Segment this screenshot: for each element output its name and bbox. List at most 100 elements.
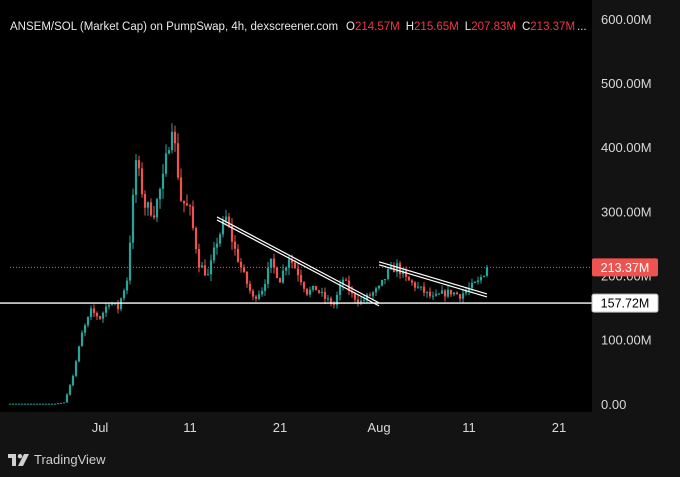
candle-body — [422, 286, 426, 293]
candle-body — [212, 247, 216, 261]
candle-body — [338, 284, 342, 296]
candle-body — [464, 290, 468, 294]
candle-body — [203, 265, 207, 276]
candle-body — [86, 316, 90, 326]
candle-body — [455, 292, 459, 295]
candle-body — [122, 290, 126, 299]
candle-body — [128, 242, 132, 281]
x-tick-label: 21 — [552, 420, 566, 435]
x-axis[interactable]: Jul 11 21 Aug 11 21 — [92, 420, 567, 435]
candle-body — [11, 403, 15, 405]
candle-body — [383, 278, 387, 280]
tradingview-label: TradingView — [34, 452, 106, 467]
candle-body — [188, 205, 192, 207]
trendline[interactable] — [378, 264, 488, 298]
ohlc-ellipsis: ... — [577, 21, 587, 33]
candle-body — [155, 199, 159, 218]
candle-body — [197, 249, 201, 268]
candle-body — [362, 299, 366, 301]
candle-body — [35, 403, 39, 405]
candle-body — [218, 234, 222, 244]
candle-body — [32, 403, 36, 405]
trendline[interactable] — [216, 219, 380, 307]
y-tick-label: 300.00M — [601, 204, 652, 219]
candle-body — [302, 282, 306, 289]
candle-body — [293, 262, 297, 269]
candle-body — [380, 279, 384, 286]
tradingview-branding[interactable]: TradingView — [8, 452, 106, 467]
candle-body — [269, 258, 273, 268]
candle-body — [179, 177, 183, 201]
candle-body — [461, 293, 465, 299]
candle-body — [470, 282, 474, 288]
candle-body — [176, 143, 180, 178]
candle-body — [476, 280, 480, 282]
candle-body — [98, 316, 102, 319]
candle-body — [8, 403, 12, 405]
candle-body — [371, 292, 375, 296]
y-tick-label: 100.00M — [601, 333, 652, 348]
chart-header: ANSEM/SOL (Market Cap) on PumpSwap, 4h, … — [10, 21, 587, 33]
candle-body — [191, 206, 195, 229]
candle-body — [413, 282, 417, 288]
candle-body — [467, 287, 471, 291]
candle-body — [68, 385, 72, 395]
candle-body — [332, 303, 336, 305]
candle-body — [446, 289, 450, 297]
candle-body — [152, 215, 156, 218]
candle-body — [224, 216, 228, 221]
candle-body — [173, 131, 177, 144]
candle-body — [443, 290, 447, 297]
candle-body — [341, 279, 345, 285]
candle-body — [356, 299, 360, 303]
candle-body — [431, 295, 435, 297]
candle-body — [74, 361, 78, 376]
candle-body — [257, 294, 261, 299]
candle-body — [227, 216, 231, 227]
candle-body — [215, 243, 219, 248]
candle-body — [47, 403, 51, 405]
support-level-tag-label: 157.72M — [601, 297, 650, 311]
candle-body — [65, 394, 69, 403]
candle-body — [353, 293, 357, 300]
candle-body — [20, 403, 24, 405]
candle-body — [56, 403, 60, 405]
candle-body — [230, 226, 234, 242]
candle-body — [233, 241, 237, 249]
candle-body — [452, 292, 456, 295]
candle-body — [242, 267, 246, 272]
trendline[interactable] — [216, 216, 380, 304]
ohlc-key: L — [465, 21, 472, 33]
candle-body — [206, 274, 210, 276]
candle-body — [140, 168, 144, 195]
candle-body — [296, 268, 300, 276]
ohlc-value: 214.57M — [355, 21, 400, 33]
candle-body — [185, 203, 189, 206]
x-tick-label: Aug — [367, 420, 390, 435]
support-level-tag — [591, 293, 659, 313]
price-tags: 213.37M 157.72M — [591, 258, 659, 313]
ohlc-key: O — [346, 21, 355, 33]
y-axis[interactable]: 0.00100.00M200.00M300.00M400.00M500.00M6… — [601, 12, 652, 412]
candle-body — [449, 289, 453, 295]
candle-body — [407, 276, 411, 281]
candle-body — [182, 200, 186, 204]
candle-body — [26, 403, 30, 405]
candle-body — [59, 402, 63, 404]
tradingview-logo-icon — [8, 453, 29, 466]
candle-body — [266, 267, 270, 284]
candle-body — [158, 188, 162, 200]
candle-body — [131, 194, 135, 243]
candle-body — [365, 294, 369, 300]
candle-body — [236, 248, 240, 262]
candle-body — [161, 173, 165, 189]
trendline[interactable] — [378, 261, 488, 295]
candle-body — [272, 258, 276, 268]
ohlc-key: H — [406, 21, 414, 33]
candle-body — [428, 291, 432, 297]
plot-area[interactable] — [0, 0, 592, 412]
candle-body — [143, 194, 147, 208]
candle-body — [194, 228, 198, 250]
